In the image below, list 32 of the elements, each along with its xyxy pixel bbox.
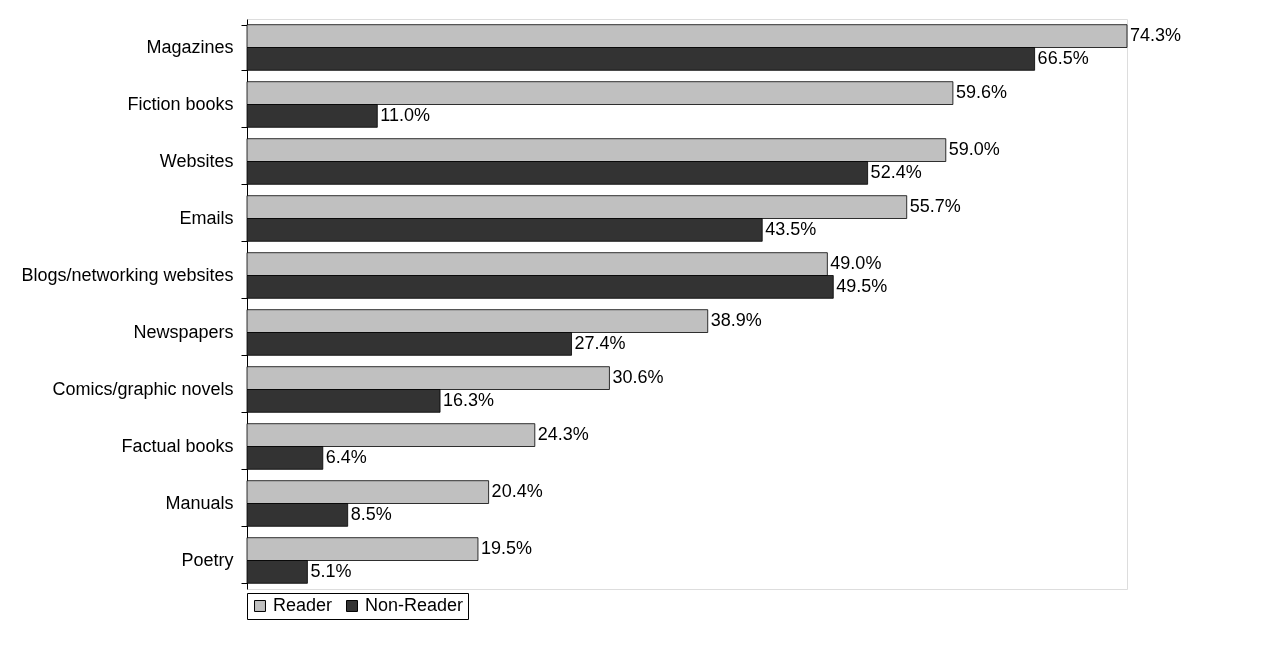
legend-label: Non-Reader — [365, 595, 464, 615]
y-tick-label: Factual books — [121, 436, 234, 456]
y-tick-label: Emails — [179, 208, 234, 228]
data-label: 6.4% — [325, 446, 367, 467]
data-label: 66.5% — [1037, 47, 1089, 68]
y-tick-label: Poetry — [181, 550, 234, 570]
data-label: 52.4% — [870, 161, 922, 182]
data-label: 43.5% — [765, 218, 817, 239]
data-label: 16.3% — [443, 389, 495, 410]
y-tick-label: Fiction books — [127, 94, 234, 114]
data-label: 24.3% — [537, 424, 589, 445]
data-label: 8.5% — [350, 503, 392, 524]
data-label: 49.0% — [830, 253, 882, 274]
data-label: 55.7% — [909, 196, 961, 217]
y-tick-label: Comics/graphic novels — [52, 379, 234, 399]
data-label: 30.6% — [612, 367, 664, 388]
legend-label: Reader — [273, 595, 333, 615]
data-label: 5.1% — [310, 560, 352, 581]
y-tick-label: Newspapers — [133, 322, 234, 342]
data-label: 49.5% — [836, 275, 888, 296]
data-label: 20.4% — [491, 481, 543, 502]
y-tick-label: Manuals — [165, 493, 234, 513]
y-tick-label: Blogs/networking websites — [21, 265, 234, 285]
data-label: 38.9% — [710, 310, 762, 331]
data-label: 27.4% — [574, 332, 626, 353]
data-label: 74.3% — [1130, 25, 1182, 46]
data-label: 59.0% — [948, 139, 1000, 160]
data-label: 19.5% — [480, 538, 532, 559]
data-label: 59.6% — [955, 82, 1007, 103]
y-tick-label: Magazines — [146, 37, 234, 57]
y-tick-label: Websites — [159, 151, 234, 171]
data-label: 11.0% — [380, 104, 430, 125]
